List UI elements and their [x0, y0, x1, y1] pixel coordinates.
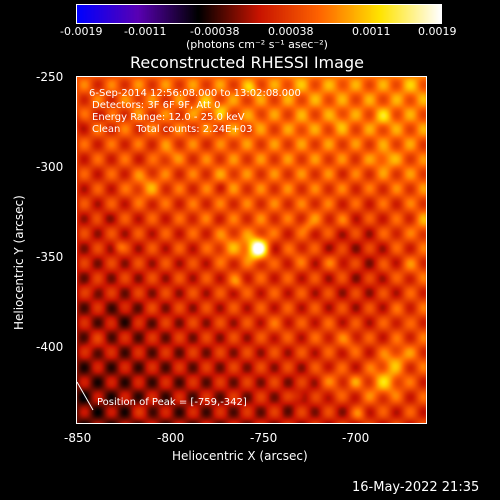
- y-tick-label: -250: [36, 70, 64, 84]
- x-tick-label: -800: [157, 431, 185, 445]
- colorbar-tick: -0.0011: [124, 25, 167, 38]
- annotation-peak: Position of Peak = [-759,-342]: [97, 397, 247, 408]
- annotation-energy: Energy Range: 12.0 - 25.0 keV: [92, 112, 245, 123]
- plot-area: 6-Sep-2014 12:56:08.000 to 13:02:08.000 …: [76, 76, 427, 424]
- chart-title: Reconstructed RHESSI Image: [130, 53, 364, 72]
- x-tick-label: -850: [64, 431, 92, 445]
- annotation-time-range: 6-Sep-2014 12:56:08.000 to 13:02:08.000: [89, 88, 301, 99]
- x-tick-label: -750: [250, 431, 278, 445]
- colorbar-tick: 0.00038: [268, 25, 314, 38]
- annotation-detectors: Detectors: 3F 6F 9F, Att 0: [92, 100, 221, 111]
- colorbar-gradient: [76, 4, 442, 24]
- colorbar-tick: -0.0019: [60, 25, 103, 38]
- colorbar-tick: 0.0019: [418, 25, 457, 38]
- heatmap-image: [77, 77, 426, 423]
- y-tick-label: -400: [36, 340, 64, 354]
- y-axis-label: Heliocentric Y (arcsec): [12, 195, 26, 330]
- y-tick-label: -350: [36, 250, 64, 264]
- colorbar-tick: 0.0011: [352, 25, 391, 38]
- footer-timestamp: 16-May-2022 21:35: [352, 480, 480, 495]
- x-axis-label: Heliocentric X (arcsec): [172, 449, 308, 463]
- y-tick-label: -300: [36, 160, 64, 174]
- colorbar-units: (photons cm⁻² s⁻¹ asec⁻²): [186, 38, 328, 51]
- colorbar-tick: -0.00038: [190, 25, 240, 38]
- x-tick-label: -700: [342, 431, 370, 445]
- peak-pointer-line: [77, 381, 94, 411]
- annotation-counts: Clean Total counts: 2.24E+03: [92, 124, 253, 135]
